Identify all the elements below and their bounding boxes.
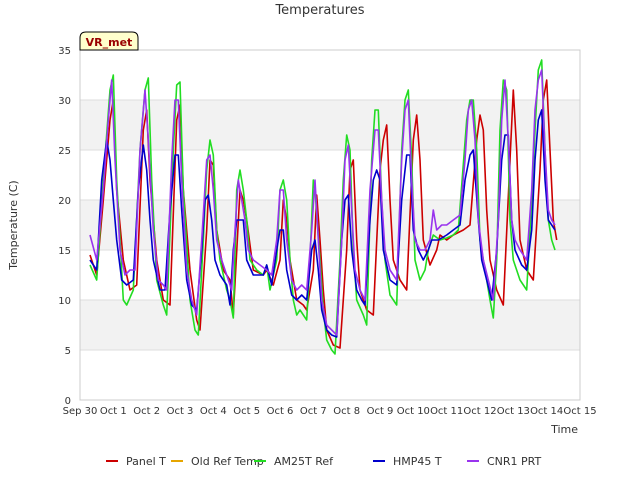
series-line-hmp45-t [89,109,556,338]
band-0 [80,300,580,350]
legend-label-hmp45-t: HMP45 T [393,455,442,468]
x-tick-label: Oct 14 [530,406,563,417]
x-tick-label: Oct 5 [233,406,260,417]
y-tick-label: 10 [58,296,71,307]
legend-label-old-ref-temp: Old Ref Temp [191,455,264,468]
x-axis-ticks: Sep 30 Oct 1 Oct 2 Oct 3 Oct 4 Oct 5 Oct 6 Oct … [63,406,597,417]
x-tick-label: Oct 1 [100,406,127,417]
y-tick-label: 5 [65,346,71,357]
badge-label: VR_met [86,36,133,49]
x-tick-label: Oct 9 [367,406,394,417]
plot-bands [80,100,580,350]
legend-label-cnr1-prt: CNR1 PRT [487,455,542,468]
y-axis-label: Temperature (C) [7,180,20,270]
x-tick-label: Oct 2 [133,406,160,417]
band-2 [80,100,580,150]
x-tick-label: Oct 11 [430,406,463,417]
y-tick-label: 0 [65,396,71,407]
chart-title: Temperatures [274,3,364,18]
series-lines [89,59,558,355]
legend-label-am25t-ref: AM25T Ref [274,455,334,468]
x-tick-label: Oct 15 [563,406,596,417]
plot-frame [79,49,581,401]
x-tick-label: Oct 8 [333,406,360,417]
y-tick-label: 35 [58,46,71,57]
x-tick-label: Oct 10 [397,406,430,417]
badge-box [79,31,139,51]
vr-met-badge: VR_met [79,31,139,51]
y-tick-label: 25 [58,146,71,157]
x-tick-label: Sep 30 [63,406,98,417]
x-tick-label: Oct 6 [267,406,294,417]
legend-label-panel-t: Panel T [126,455,166,468]
legend: Panel T Old Ref Temp AM25T Ref HMP45 T CNR1 … [106,455,542,468]
y-tick-label: 15 [58,246,71,257]
y-axis-ticks: 0 5 10 15 20 25 30 35 [58,46,71,407]
series-line-cnr1-prt [89,69,556,336]
x-axis-label: Time [550,423,578,436]
x-tick-label: Oct 12 [463,406,496,417]
y-tick-label: 20 [58,196,71,207]
x-tick-label: Oct 7 [300,406,327,417]
y-tick-label: 30 [58,96,71,107]
x-tick-label: Oct 13 [497,406,530,417]
x-tick-label: Oct 4 [200,406,227,417]
x-tick-label: Oct 3 [167,406,194,417]
